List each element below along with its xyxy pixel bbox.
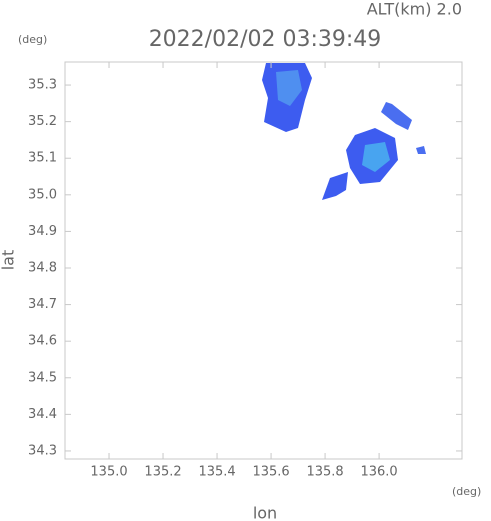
echo bbox=[276, 70, 302, 106]
y-axis-label: lat bbox=[0, 250, 18, 271]
y-tick-label: 34.5 bbox=[28, 370, 57, 385]
x-tick-label: 135.4 bbox=[198, 465, 235, 480]
y-tick-label: 34.3 bbox=[28, 443, 57, 458]
y-tick-label: 34.4 bbox=[28, 407, 57, 422]
echo bbox=[362, 142, 390, 172]
y-tick-label: 34.9 bbox=[28, 224, 57, 239]
x-tick-label: 135.2 bbox=[144, 465, 181, 480]
echo bbox=[416, 146, 426, 154]
x-tick-label: 135.6 bbox=[252, 465, 289, 480]
x-tick-label: 135.8 bbox=[306, 465, 343, 480]
echo bbox=[322, 172, 348, 200]
echo bbox=[381, 102, 412, 130]
y-unit: (deg) bbox=[18, 33, 47, 46]
plot-frame bbox=[64, 61, 463, 460]
radar-echoes bbox=[262, 63, 426, 200]
x-unit: (deg) bbox=[452, 485, 481, 498]
x-tick-label: 136.0 bbox=[360, 465, 397, 480]
chart-title: 2022/02/02 03:39:49 bbox=[149, 27, 382, 52]
y-tick-label: 34.7 bbox=[28, 297, 57, 312]
y-tick-label: 35.1 bbox=[28, 151, 57, 166]
y-tick-label: 34.6 bbox=[28, 334, 57, 349]
x-axis-label: lon bbox=[253, 504, 277, 521]
y-tick-label: 35.3 bbox=[28, 78, 57, 93]
y-tick-label: 35.2 bbox=[28, 114, 57, 129]
altitude-label: ALT(km) 2.0 bbox=[367, 0, 462, 19]
y-tick-label: 34.8 bbox=[28, 261, 57, 276]
y-tick-label: 35.0 bbox=[28, 187, 57, 202]
x-tick-label: 135.0 bbox=[90, 465, 127, 480]
